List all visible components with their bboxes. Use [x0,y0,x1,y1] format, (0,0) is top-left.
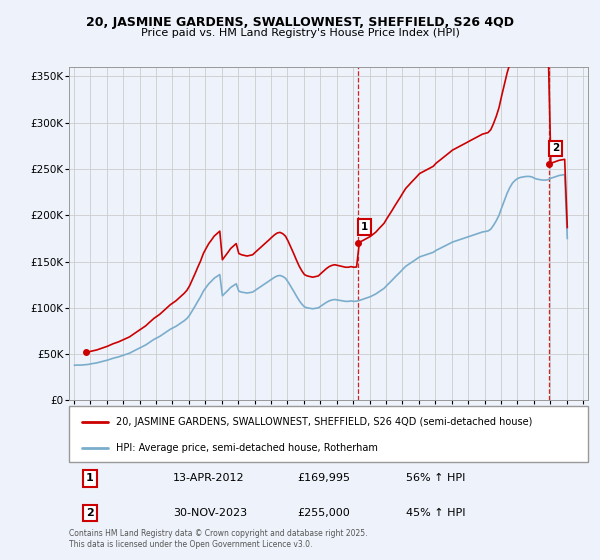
Text: HPI: Average price, semi-detached house, Rotherham: HPI: Average price, semi-detached house,… [116,443,377,453]
Text: 1: 1 [361,222,368,232]
Text: 20, JASMINE GARDENS, SWALLOWNEST, SHEFFIELD, S26 4QD: 20, JASMINE GARDENS, SWALLOWNEST, SHEFFI… [86,16,514,29]
Text: 2: 2 [86,508,94,518]
Text: £169,995: £169,995 [298,473,350,483]
Text: 45% ↑ HPI: 45% ↑ HPI [406,508,466,518]
Text: 2: 2 [552,143,559,153]
Text: £255,000: £255,000 [298,508,350,518]
Text: 20, JASMINE GARDENS, SWALLOWNEST, SHEFFIELD, S26 4QD (semi-detached house): 20, JASMINE GARDENS, SWALLOWNEST, SHEFFI… [116,417,532,427]
Text: Contains HM Land Registry data © Crown copyright and database right 2025.
This d: Contains HM Land Registry data © Crown c… [69,529,367,549]
Text: Price paid vs. HM Land Registry's House Price Index (HPI): Price paid vs. HM Land Registry's House … [140,28,460,38]
FancyBboxPatch shape [69,406,588,462]
Text: 56% ↑ HPI: 56% ↑ HPI [406,473,466,483]
Text: 13-APR-2012: 13-APR-2012 [173,473,244,483]
Text: 30-NOV-2023: 30-NOV-2023 [173,508,247,518]
Text: 1: 1 [86,473,94,483]
